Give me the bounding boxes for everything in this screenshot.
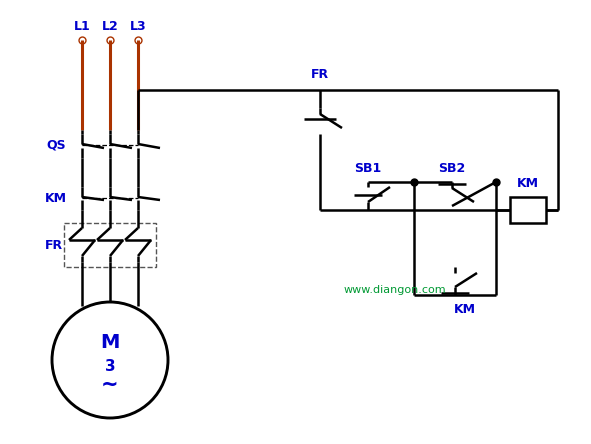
Text: L1: L1 bbox=[74, 20, 90, 33]
Text: KM: KM bbox=[454, 302, 476, 316]
Text: KM: KM bbox=[517, 177, 539, 190]
Text: M: M bbox=[100, 333, 120, 352]
Text: SB2: SB2 bbox=[439, 162, 466, 174]
Text: SB1: SB1 bbox=[355, 162, 382, 174]
Text: KM: KM bbox=[45, 191, 67, 205]
FancyBboxPatch shape bbox=[510, 197, 546, 223]
Text: L2: L2 bbox=[102, 20, 118, 33]
Text: www.diangon.com: www.diangon.com bbox=[344, 285, 446, 295]
Text: FR: FR bbox=[311, 67, 329, 80]
Text: FR: FR bbox=[45, 238, 63, 251]
Text: 3: 3 bbox=[105, 358, 115, 373]
Circle shape bbox=[52, 302, 168, 418]
Text: ~: ~ bbox=[101, 375, 119, 395]
Text: QS: QS bbox=[46, 139, 66, 151]
Text: L3: L3 bbox=[129, 20, 147, 33]
